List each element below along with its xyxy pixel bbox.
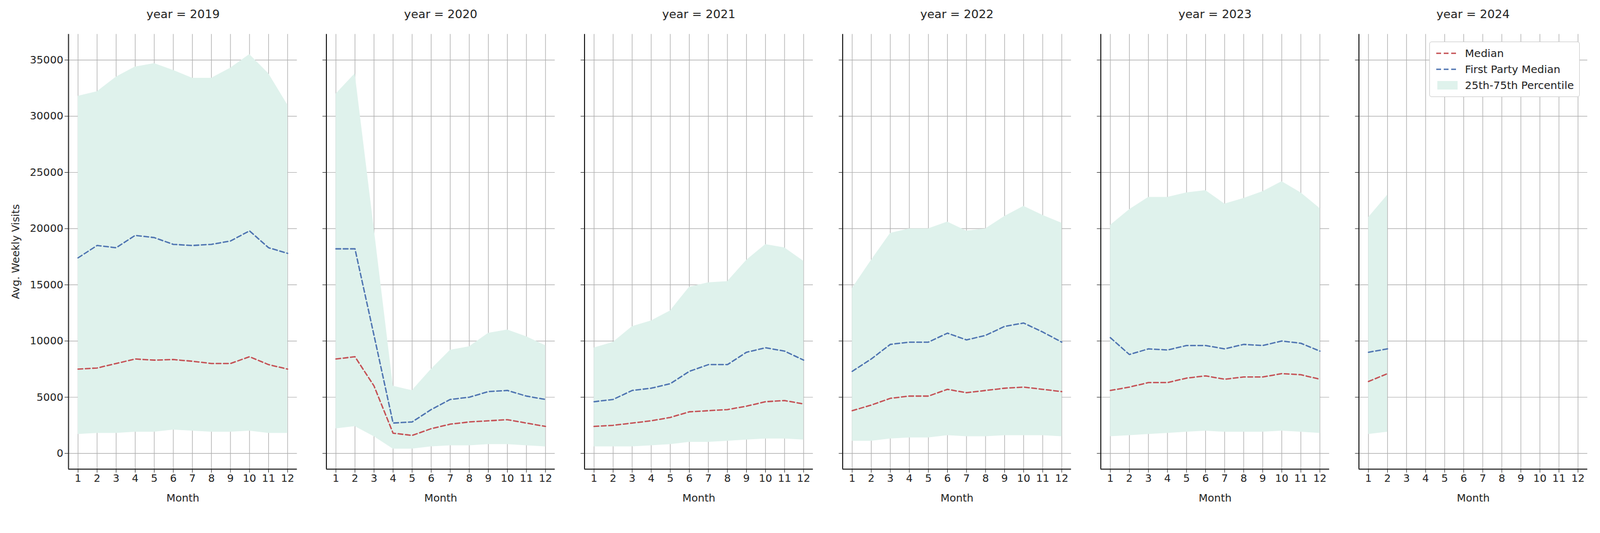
svg-text:2: 2 xyxy=(1125,472,1133,485)
html-text:year = 2024: year = 2024 xyxy=(1436,7,1510,21)
html-text:year = 2023: year = 2023 xyxy=(1178,7,1252,21)
svg-text:Month: Month xyxy=(166,492,200,505)
svg-text:1: 1 xyxy=(1107,472,1115,485)
svg-text:10: 10 xyxy=(242,472,256,485)
svg-text:12: 12 xyxy=(539,472,553,485)
svg-text:8: 8 xyxy=(466,472,474,485)
svg-text:10: 10 xyxy=(1533,472,1547,485)
svg-text:15000: 15000 xyxy=(29,278,64,292)
svg-text:1: 1 xyxy=(332,472,340,485)
svg-text:9: 9 xyxy=(1001,472,1009,485)
svg-text:2: 2 xyxy=(610,472,618,485)
svg-text:Month: Month xyxy=(1457,492,1491,505)
svg-text:7: 7 xyxy=(1479,472,1487,485)
svg-text:6: 6 xyxy=(686,472,694,485)
svg-text:6: 6 xyxy=(1460,472,1468,485)
svg-text:10: 10 xyxy=(1275,472,1289,485)
html-text:Median: Median xyxy=(1464,46,1504,60)
svg-text:11: 11 xyxy=(1294,472,1308,485)
svg-text:7: 7 xyxy=(705,472,712,485)
svg-text:5: 5 xyxy=(150,472,158,485)
svg-text:9: 9 xyxy=(1517,472,1525,485)
svg-text:25000: 25000 xyxy=(29,166,64,179)
svg-text:7: 7 xyxy=(1221,472,1229,485)
svg-text:12: 12 xyxy=(1313,472,1327,485)
svg-text:6: 6 xyxy=(428,472,436,485)
svg-text:3: 3 xyxy=(886,472,894,485)
svg-text:3: 3 xyxy=(1403,472,1411,485)
html-text:year = 2022: year = 2022 xyxy=(920,7,994,21)
svg-text:5: 5 xyxy=(667,472,675,485)
svg-text:3: 3 xyxy=(113,472,120,485)
svg-text:10: 10 xyxy=(500,472,515,485)
html-text:First Party Median: First Party Median xyxy=(1464,62,1561,76)
svg-text:2: 2 xyxy=(352,472,359,485)
svg-text:5: 5 xyxy=(1183,472,1191,485)
svg-text:2: 2 xyxy=(1384,472,1391,485)
svg-text:4: 4 xyxy=(906,472,914,485)
html-text:year = 2019: year = 2019 xyxy=(146,7,220,21)
svg-text:Month: Month xyxy=(940,492,974,505)
svg-text:8: 8 xyxy=(208,472,215,485)
svg-text:Avg. Weekly Visits: Avg. Weekly Visits xyxy=(9,204,22,300)
svg-text:7: 7 xyxy=(963,472,971,485)
html-text:year = 2021: year = 2021 xyxy=(662,7,736,21)
svg-text:9: 9 xyxy=(485,472,493,485)
svg-text:4: 4 xyxy=(1422,472,1430,485)
svg-text:4: 4 xyxy=(1164,472,1172,485)
svg-text:Month: Month xyxy=(424,492,458,505)
svg-text:12: 12 xyxy=(797,472,811,485)
svg-text:9: 9 xyxy=(743,472,751,485)
svg-text:20000: 20000 xyxy=(29,222,64,235)
svg-text:7: 7 xyxy=(188,472,196,485)
svg-text:3: 3 xyxy=(370,472,378,485)
svg-text:7: 7 xyxy=(446,472,454,485)
svg-text:11: 11 xyxy=(520,472,534,485)
svg-text:11: 11 xyxy=(778,472,792,485)
svg-text:1: 1 xyxy=(74,472,82,485)
svg-text:8: 8 xyxy=(1240,472,1248,485)
svg-text:4: 4 xyxy=(131,472,139,485)
svg-text:3: 3 xyxy=(1145,472,1152,485)
svg-text:4: 4 xyxy=(389,472,397,485)
svg-text:30000: 30000 xyxy=(29,109,64,123)
html-text:25th-75th Percentile: 25th-75th Percentile xyxy=(1464,78,1574,92)
html-text:year = 2020: year = 2020 xyxy=(404,7,478,21)
svg-text:12: 12 xyxy=(1055,472,1069,485)
svg-text:5: 5 xyxy=(409,472,416,485)
svg-text:Month: Month xyxy=(1198,492,1232,505)
svg-text:Month: Month xyxy=(682,492,716,505)
svg-text:6: 6 xyxy=(170,472,178,485)
svg-text:1: 1 xyxy=(1365,472,1373,485)
svg-text:9: 9 xyxy=(1259,472,1267,485)
svg-text:11: 11 xyxy=(1552,472,1566,485)
svg-text:10000: 10000 xyxy=(29,334,64,348)
svg-text:35000: 35000 xyxy=(29,53,64,67)
svg-text:1: 1 xyxy=(849,472,856,485)
svg-text:10: 10 xyxy=(758,472,773,485)
svg-text:0: 0 xyxy=(56,447,64,460)
svg-text:6: 6 xyxy=(1202,472,1210,485)
svg-text:11: 11 xyxy=(261,472,276,485)
svg-text:2: 2 xyxy=(93,472,101,485)
svg-text:3: 3 xyxy=(628,472,636,485)
svg-text:12: 12 xyxy=(1571,472,1585,485)
svg-text:5: 5 xyxy=(925,472,933,485)
svg-text:4: 4 xyxy=(648,472,655,485)
svg-text:5000: 5000 xyxy=(36,391,64,404)
svg-text:12: 12 xyxy=(281,472,295,485)
svg-text:1: 1 xyxy=(590,472,598,485)
svg-text:2: 2 xyxy=(868,472,876,485)
svg-text:9: 9 xyxy=(227,472,235,485)
svg-text:6: 6 xyxy=(944,472,951,485)
svg-text:8: 8 xyxy=(982,472,990,485)
svg-text:8: 8 xyxy=(1498,472,1506,485)
svg-text:10: 10 xyxy=(1017,472,1031,485)
svg-text:11: 11 xyxy=(1036,472,1050,485)
svg-text:5: 5 xyxy=(1441,472,1449,485)
svg-text:8: 8 xyxy=(724,472,732,485)
